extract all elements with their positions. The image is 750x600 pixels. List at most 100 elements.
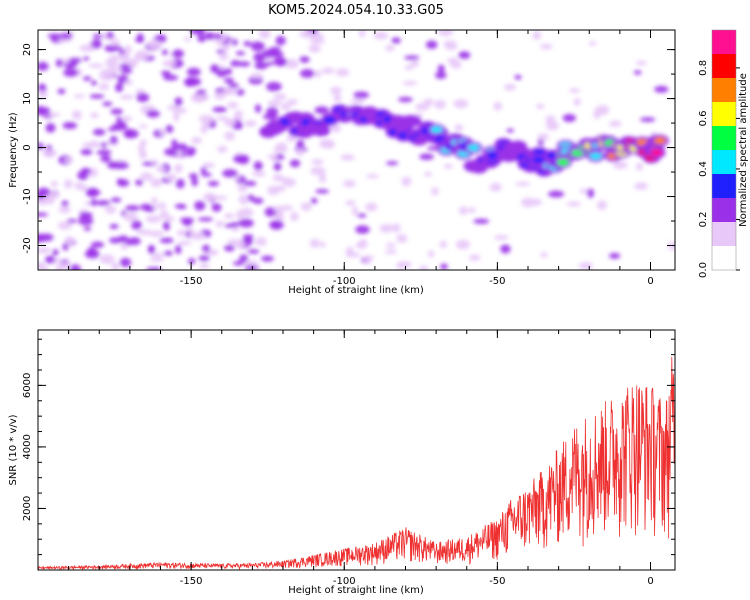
spectrogram-noise-blob: [238, 207, 254, 218]
spectrogram-noise-blob: [57, 37, 73, 43]
spectrogram-noise-blob: [90, 198, 97, 207]
spectrogram-noise-blob: [309, 238, 320, 248]
spectrogram-noise-blob: [410, 60, 420, 68]
spectrogram-noise-blob: [264, 207, 277, 217]
spectrogram-noise-blob: [117, 179, 130, 187]
spectrogram-noise-blob: [79, 211, 93, 219]
spectrogram-noise-blob: [635, 162, 644, 171]
spectrogram-noise-blob: [363, 259, 372, 265]
spectrogram-noise-blob: [404, 65, 414, 70]
spectrogram-noise-blob: [396, 234, 408, 243]
spectrogram-noise-blob: [314, 106, 330, 115]
spectrogram-noise-blob: [96, 149, 112, 156]
spectrogram-ridge-blob: [403, 117, 416, 125]
spectrogram-noise-blob: [150, 177, 162, 188]
spectrogram-noise-blob: [443, 40, 457, 46]
spectrogram-noise-blob: [232, 261, 244, 266]
spectrogram-noise-blob: [345, 200, 356, 206]
spectrogram-noise-blob: [308, 44, 321, 53]
spectrogram-noise-blob: [164, 147, 180, 156]
spectrogram-ridge-blob: [650, 149, 663, 157]
spectrogram-noise-blob: [285, 58, 299, 69]
spectrogram-ridge-blob: [589, 152, 602, 160]
snr-x-axis-label: Height of straight line (km): [288, 585, 424, 596]
spectrogram-noise-blob: [548, 190, 565, 198]
spectrogram-noise-blob: [165, 216, 175, 222]
spectrogram-noise-blob: [202, 244, 211, 253]
spectrogram-noise-blob: [174, 244, 182, 255]
spectrogram-noise-blob: [404, 55, 420, 61]
spectrogram-noise-blob: [545, 121, 560, 131]
snr-panel: -150 -100 -50 0 2000 4000 6000 Height of stra…: [8, 329, 676, 596]
spectrogram-noise-blob: [163, 250, 173, 256]
spectrogram-noise-blob: [150, 257, 164, 262]
spectrogram-noise-blob: [402, 80, 418, 86]
spectrogram-noise-blob: [290, 211, 299, 222]
spectrogram-noise-blob: [243, 41, 252, 47]
x-tick-label: -50: [489, 276, 505, 287]
spectrogram-noise-blob: [223, 77, 235, 84]
spectrogram-noise-blob: [90, 112, 99, 119]
spectrogram-noise-blob: [275, 142, 287, 151]
spectrogram-noise-blob: [439, 240, 447, 249]
spectrogram-noise-blob: [162, 60, 177, 67]
spectrogram-noise-blob: [69, 264, 81, 270]
spectrogram-noise-blob: [147, 39, 162, 49]
spectrogram-noise-blob: [537, 133, 549, 141]
spectrogram-noise-blob: [398, 96, 413, 103]
spectrogram-noise-blob: [608, 252, 621, 259]
spectrogram-noise-blob: [222, 87, 238, 96]
y-tick-label: -20: [22, 237, 33, 253]
spectrogram-noise-blob: [252, 170, 266, 177]
spectrogram-noise-blob: [289, 159, 301, 168]
spectrogram-noise-blob: [253, 161, 263, 171]
spectrogram-noise-blob: [136, 92, 150, 103]
spectrogram-noise-blob: [286, 134, 297, 142]
spectrogram-noise-blob: [106, 31, 114, 39]
spectrogram-noise-blob: [177, 240, 192, 246]
colorbar-tick-label: 0.4: [698, 161, 709, 177]
spectrogram-noise-blob: [62, 243, 69, 251]
spectrogram-noise-blob: [104, 204, 117, 214]
spectrogram-noise-blob: [150, 159, 159, 164]
spectrogram-noise-blob: [110, 108, 123, 115]
spectrogram-noise-blob: [109, 135, 118, 145]
spectrogram-noise-blob: [279, 177, 290, 183]
spectrogram-noise-blob: [155, 165, 167, 173]
spectrogram-noise-blob: [455, 239, 471, 250]
spectrogram-noise-blob: [44, 255, 55, 264]
spectrogram-noise-blob: [340, 154, 355, 161]
spectrogram-noise-blob: [321, 67, 335, 74]
spectrogram-noise-blob: [38, 246, 52, 254]
spectrogram-noise-blob: [107, 161, 121, 169]
spectrogram-noise-blob: [191, 93, 206, 103]
spectrogram-noise-blob: [222, 169, 238, 178]
spectrogram-noise-blob: [139, 149, 147, 160]
spectrogram-noise-blob: [633, 70, 642, 75]
spectrogram-noise-blob: [162, 221, 170, 231]
spectrogram-noise-blob: [38, 233, 46, 243]
x-tick-label: -150: [180, 276, 203, 287]
spectrogram-noise-blob: [71, 110, 82, 120]
chart-title: KOM5.2024.054.10.33.G05: [268, 3, 444, 18]
spectrogram-y-ticks: -20 -10 0 10 20: [22, 43, 675, 271]
spectrogram-noise-blob: [131, 220, 142, 230]
spectrogram-noise-blob: [459, 206, 468, 216]
spectrogram-noise-blob: [242, 234, 254, 240]
spectrogram-noise-blob: [78, 215, 94, 226]
spectrogram-noise-blob: [385, 161, 399, 166]
spectrogram-noise-blob: [217, 145, 228, 153]
spectrogram-noise-blob: [216, 38, 224, 46]
snr-x-ticks: -150 -100 -50 0: [37, 330, 654, 587]
y-tick-label: 20: [22, 43, 33, 56]
spectrogram-noise-blob: [566, 201, 582, 207]
spectrogram-noise-blob: [57, 88, 66, 95]
colorbar-tick-label: 0.6: [698, 110, 709, 126]
spectrogram-noise-blob: [146, 109, 160, 118]
spectrogram-noise-blob: [189, 77, 202, 86]
spectrogram-noise-blob: [79, 44, 95, 53]
spectrogram-noise-blob: [562, 114, 577, 123]
spectrogram-noise-blob: [63, 179, 73, 189]
spectrogram-noise-blob: [299, 30, 315, 39]
